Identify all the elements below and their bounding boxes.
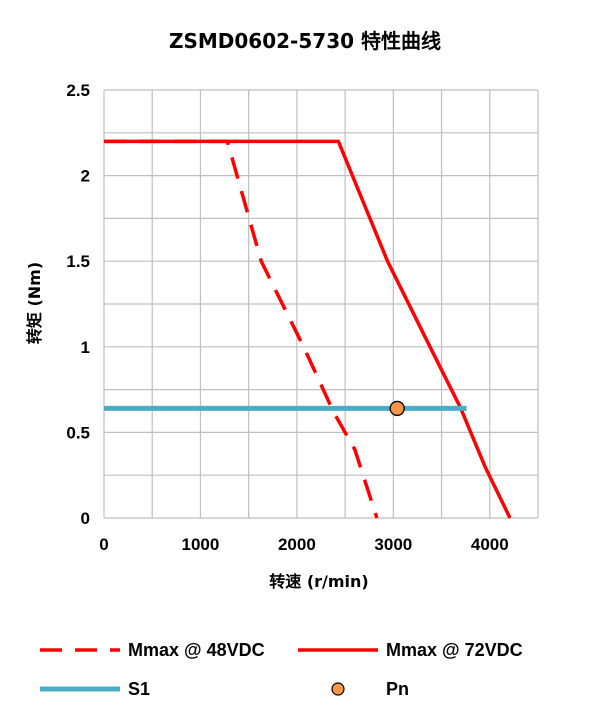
legend-mmax-48vdc-label: Mmax @ 48VDC	[128, 640, 265, 660]
legend-pn-swatch	[331, 682, 345, 696]
series-layer	[104, 139, 512, 519]
legend-mmax-72vdc-label: Mmax @ 72VDC	[386, 640, 523, 660]
y-tick-label: 2.5	[66, 81, 90, 100]
grid	[103, 89, 539, 519]
x-tick-label: 4000	[471, 535, 509, 554]
series-mmax-48vdc-line	[104, 139, 379, 519]
series-mmax-72vdc-line	[104, 139, 512, 519]
series-pn-point	[389, 400, 405, 417]
y-tick-label: 0.5	[66, 423, 90, 442]
x-tick-label: 1000	[182, 535, 220, 554]
y-tick-label: 0	[81, 509, 90, 528]
chart-title: ZSMD0602-5730 特性曲线	[169, 29, 441, 53]
y-tick-label: 1	[81, 338, 90, 357]
x-tick-label: 2000	[278, 535, 316, 554]
x-tick-label: 0	[99, 535, 108, 554]
legend-s1-label: S1	[128, 679, 150, 699]
ticks-layer: 0 1000 2000 3000 4000 0 0.5 1 1.5 2 2.5	[66, 81, 508, 554]
y-tick-label: 2	[81, 167, 90, 186]
legend-pn-label: Pn	[386, 679, 409, 699]
legend: Mmax @ 48VDC Mmax @ 72VDC S1 Pn	[40, 640, 523, 699]
x-tick-label: 3000	[374, 535, 412, 554]
y-axis-label: 转矩 (Nm)	[25, 262, 44, 344]
x-axis-label: 转速 (r/min)	[269, 572, 368, 591]
y-tick-label: 1.5	[66, 252, 90, 271]
